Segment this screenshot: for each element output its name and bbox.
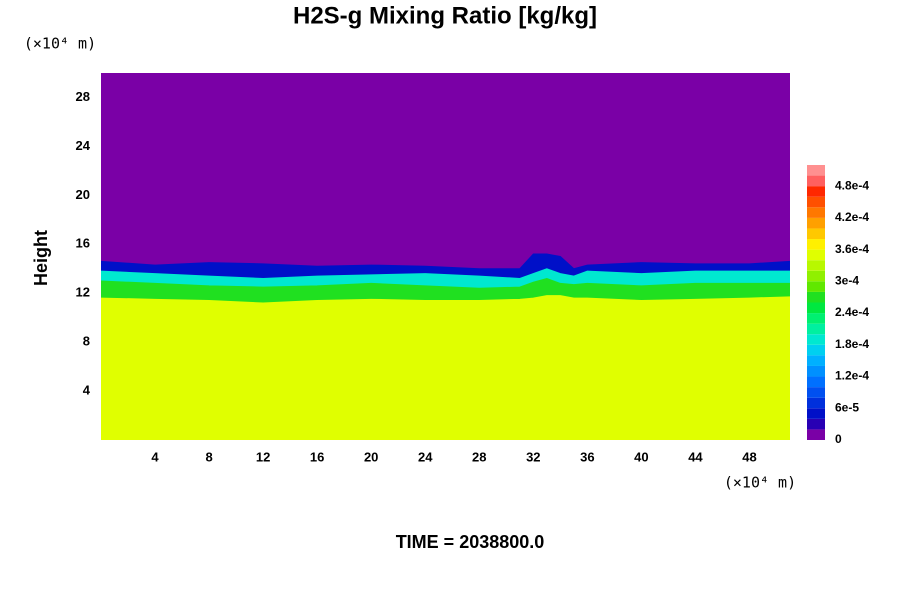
colorbar-segment [807,175,825,187]
colorbar-segment [807,365,825,377]
y-tick-label: 20 [76,187,90,202]
y-tick-label: 28 [76,89,90,104]
chart-title: H2S-g Mixing Ratio [kg/kg] [293,2,597,29]
x-tick-label: 44 [688,449,703,464]
x-tick-label: 12 [256,449,270,464]
x-tick-label: 40 [634,449,648,464]
colorbar-tick-label: 4.2e-4 [835,210,869,224]
colorbar-segment [807,186,825,197]
colorbar-segment [807,239,825,250]
colorbar-tick-label: 1.2e-4 [835,369,869,383]
colorbar-segment [807,313,825,324]
x-tick-label: 28 [472,449,486,464]
colorbar-segment [807,228,825,240]
y-tick-label: 16 [76,236,90,251]
colorbar-segment [807,397,825,409]
x-tick-label: 32 [526,449,540,464]
colorbar-tick-label: 1.8e-4 [835,337,869,351]
colorbar-tick-label: 3e-4 [835,274,859,288]
x-tick-label: 16 [310,449,324,464]
x-tick-label: 20 [364,449,378,464]
colorbar-segment [807,249,825,261]
x-tick-label: 4 [151,449,159,464]
x-tick-label: 36 [580,449,594,464]
colorbar-segment [807,270,825,282]
colorbar-segment [807,334,825,345]
colorbar-segment [807,302,825,314]
colorbar-segment [807,165,825,176]
y-tick-label: 24 [76,138,91,153]
colorbar-segment [807,418,825,430]
colorbar-tick-label: 4.8e-4 [835,178,869,192]
colorbar-segment [807,323,825,335]
colorbar-segment [807,207,825,218]
x-unit: (×10⁴ m) [724,474,796,492]
colorbar-segment [807,217,825,229]
colorbar-segment [807,429,825,440]
colorbar-tick-label: 2.4e-4 [835,305,869,319]
x-tick-label: 48 [742,449,756,464]
colorbar-segment [807,260,825,271]
y-tick-label: 12 [76,285,90,300]
colorbar-tick-label: 0 [835,432,842,446]
y-unit: (×10⁴ m) [24,35,96,53]
field [101,73,790,440]
colorbar-segment [807,355,825,366]
footer-time: TIME = 2038800.0 [396,532,545,552]
colorbar-segment [807,387,825,398]
y-tick-label: 8 [83,334,90,349]
colorbar-segment [807,344,825,356]
x-tick-label: 24 [418,449,433,464]
x-tick-label: 8 [205,449,212,464]
colorbar-segment [807,291,825,303]
colorbar-tick-label: 3.6e-4 [835,242,869,256]
colorbar-segment [807,281,825,292]
colorbar-tick-label: 6e-5 [835,400,859,414]
colorbar-segment [807,196,825,208]
colorbar-segment [807,408,825,419]
colorbar-segment [807,376,825,388]
y-tick-label: 4 [83,383,91,398]
contour-region [101,295,790,440]
y-axis-label: Height [31,230,51,286]
